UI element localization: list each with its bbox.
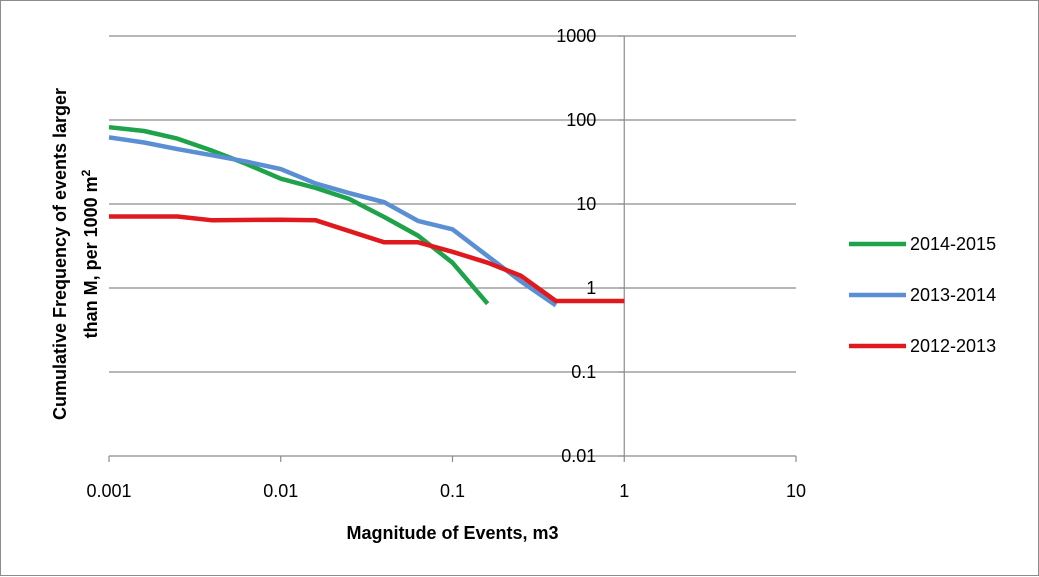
y-axis-title-line-2: than M, per 1000 m2 <box>79 169 101 338</box>
legend: 2014-2015 2013-2014 2012-2013 <box>849 234 996 356</box>
y-axis-title-line-1: Cumulative Frequency of events larger <box>50 88 70 420</box>
y-tick-label-1: 100 <box>566 110 596 130</box>
y-tick-label-3: 1 <box>586 278 596 298</box>
series-2013-2014 <box>108 135 558 308</box>
y-tick-label-2: 10 <box>576 194 596 214</box>
x-tick-label-3: 1 <box>619 481 629 501</box>
y-tick-label-5: 0.01 <box>561 446 596 466</box>
y-axis-title-line-2-text: than M, per 1000 m <box>81 176 101 338</box>
legend-label-2012-2013: 2012-2013 <box>910 336 996 356</box>
legend-item-2013-2014: 2013-2014 <box>849 285 996 305</box>
y-tick-label-0: 1000 <box>556 26 596 46</box>
x-tick-label-4: 10 <box>786 481 806 501</box>
series-line-2013-2014 <box>108 135 558 308</box>
y-tick-labels: 1000 100 10 1 0.1 0.01 <box>556 26 625 466</box>
legend-item-2012-2013: 2012-2013 <box>849 336 996 356</box>
series-2014-2015 <box>108 124 490 306</box>
x-tick-label-2: 0.1 <box>440 481 465 501</box>
y-axis-title-superscript: 2 <box>79 169 93 176</box>
x-tick-labels: 0.001 0.01 0.1 1 10 <box>86 456 806 501</box>
legend-label-2013-2014: 2013-2014 <box>910 285 996 305</box>
series-2012-2013 <box>109 214 625 304</box>
grid-lines <box>109 35 796 373</box>
series-line-2012-2013 <box>109 214 625 304</box>
y-axis-title: Cumulative Frequency of events larger th… <box>50 88 101 420</box>
x-tick-label-1: 0.01 <box>263 481 298 501</box>
legend-label-2014-2015: 2014-2015 <box>910 234 996 254</box>
legend-item-2014-2015: 2014-2015 <box>849 234 996 254</box>
y-tick-label-4: 0.1 <box>571 362 596 382</box>
x-tick-label-0: 0.001 <box>86 481 131 501</box>
series-line-2014-2015 <box>108 124 490 306</box>
axes <box>109 36 796 457</box>
x-axis-title: Magnitude of Events, m3 <box>346 523 558 543</box>
series-lines <box>108 124 625 308</box>
